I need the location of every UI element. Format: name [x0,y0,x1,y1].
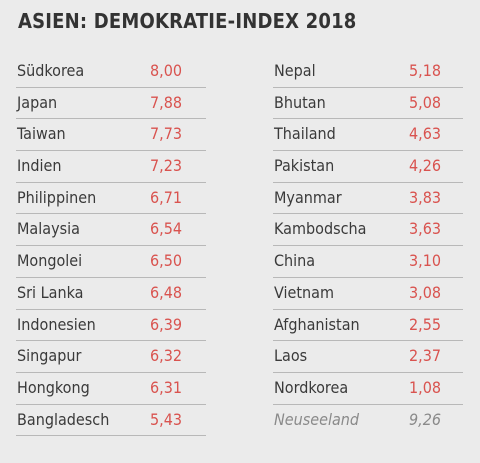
index-value: 3,63 [409,219,442,239]
table-row: Singapur 6,32 [16,341,206,373]
table-row: China 3,10 [273,246,463,278]
table-row-extra: Neuseeland 9,26 [273,405,463,437]
index-value: 6,54 [150,219,183,239]
index-value: 1,08 [409,377,442,397]
table-row: Bangladesch 5,43 [16,405,206,437]
index-value: 3,08 [409,282,442,302]
country-name: Hongkong [17,377,90,397]
index-value: 6,32 [150,346,183,366]
country-name: Vietnam [274,282,334,302]
index-value: 6,71 [150,187,183,207]
country-name: Philippinen [17,187,97,207]
index-value: 5,08 [409,92,442,112]
table-row: Thailand 4,63 [273,119,463,152]
index-value: 3,83 [409,187,442,207]
table-row: Taiwan 7,73 [16,119,206,152]
index-value: 6,31 [150,377,183,397]
table-column-left: Südkorea 8,00 Japan 7,88 Taiwan 7,73 Indien 7,2… [16,56,206,437]
index-value: 4,26 [409,156,442,176]
country-name: Taiwan [17,124,66,144]
table-row: Malaysia 6,54 [16,214,206,247]
country-name: Afghanistan [274,314,360,334]
country-name: Thailand [274,124,336,144]
country-name: Nepal [274,61,316,80]
table-row: Kambodscha 3,63 [273,214,463,247]
country-name: Kambodscha [274,219,367,239]
index-value: 7,73 [150,124,183,144]
index-value: 6,50 [150,251,183,271]
index-value: 8,00 [150,61,183,80]
table-row: Indien 7,23 [16,151,206,183]
table-row: Myanmar 3,83 [273,183,463,215]
country-name: Japan [17,92,58,112]
country-name: Indonesien [17,314,96,334]
table-row: Indonesien 6,39 [16,310,206,342]
country-name: Neuseeland [274,409,360,429]
country-name: Singapur [17,346,82,366]
table-row: Südkorea 8,00 [16,56,206,88]
index-value: 2,37 [409,346,442,366]
index-value: 9,26 [409,409,442,429]
table-row: Hongkong 6,31 [16,373,206,405]
table-row: Sri Lanka 6,48 [16,278,206,310]
country-name: Malaysia [17,219,80,239]
index-value: 2,55 [409,314,442,334]
table-row: Japan 7,88 [16,88,206,120]
table-row: Laos 2,37 [273,341,463,373]
index-value: 7,23 [150,156,183,176]
index-value: 5,43 [150,409,183,429]
country-name: Myanmar [274,187,342,207]
chart-title: ASIEN: DEMOKRATIE-INDEX 2018 [18,9,357,33]
table-row: Pakistan 4,26 [273,151,463,183]
country-name: Mongolei [17,251,83,271]
table-row: Nordkorea 1,08 [273,373,463,405]
table-row: Vietnam 3,08 [273,278,463,310]
table-row: Bhutan 5,08 [273,88,463,120]
index-value: 5,18 [409,61,442,80]
country-name: China [274,251,316,271]
country-name: Laos [274,346,308,366]
country-name: Nordkorea [274,377,349,397]
index-value: 3,10 [409,251,442,271]
table-column-right: Nepal 5,18 Bhutan 5,08 Thailand 4,63 Pakistan 4… [273,56,463,436]
table-row: Afghanistan 2,55 [273,310,463,342]
table-row: Nepal 5,18 [273,56,463,88]
table-row: Mongolei 6,50 [16,246,206,278]
index-value: 6,39 [150,314,183,334]
country-name: Indien [17,156,62,176]
index-value: 4,63 [409,124,442,144]
country-name: Sri Lanka [17,282,84,302]
country-name: Südkorea [17,61,85,80]
country-name: Pakistan [274,156,335,176]
country-name: Bangladesch [17,409,110,429]
table-row: Philippinen 6,71 [16,183,206,215]
index-value: 6,48 [150,282,183,302]
index-value: 7,88 [150,92,183,112]
country-name: Bhutan [274,92,326,112]
